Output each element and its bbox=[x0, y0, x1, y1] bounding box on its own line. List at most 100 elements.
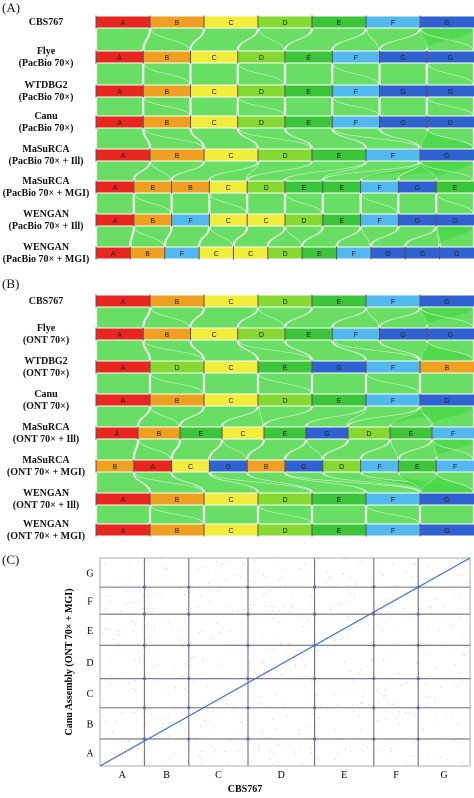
chromosome-block: C bbox=[203, 148, 258, 162]
assembly-label: CBS767 bbox=[0, 296, 92, 308]
dotplot-point bbox=[276, 706, 279, 709]
chromosome-block: B bbox=[419, 360, 474, 374]
dotplot-point bbox=[136, 739, 139, 741]
dotplot-point bbox=[285, 649, 287, 651]
dotplot-x-tick: B bbox=[163, 770, 170, 781]
chromosome-block: C bbox=[203, 492, 258, 506]
synteny-ribbon bbox=[96, 472, 150, 493]
dotplot-point bbox=[416, 612, 420, 616]
dotplot-point bbox=[398, 673, 401, 676]
dotplot-point bbox=[214, 727, 217, 729]
dotplot-point bbox=[164, 567, 166, 570]
synteny-crosslink bbox=[427, 63, 474, 85]
chromosome-block-label: G bbox=[415, 218, 420, 225]
chromosome-block: G bbox=[284, 459, 323, 473]
synteny-crosslink bbox=[143, 128, 204, 149]
dotplot-point bbox=[179, 639, 181, 641]
dotplot-point bbox=[337, 752, 339, 754]
dotplot-point bbox=[294, 753, 296, 755]
dotplot-point bbox=[372, 612, 376, 616]
dotplot-x-tick: C bbox=[215, 770, 222, 781]
dotplot-point bbox=[263, 662, 265, 664]
dotplot-point bbox=[266, 576, 268, 578]
dotplot-point bbox=[253, 670, 255, 672]
synteny-ribbon bbox=[96, 226, 134, 247]
dotplot-point bbox=[434, 698, 436, 700]
dotplot-point bbox=[325, 637, 327, 639]
dotplot-point bbox=[183, 753, 185, 756]
synteny-crosslink bbox=[420, 28, 474, 51]
dotplot-point bbox=[142, 608, 144, 610]
dotplot-point bbox=[146, 708, 148, 711]
assembly-name: MaSuRCA bbox=[22, 455, 70, 466]
dotplot-point bbox=[379, 571, 381, 573]
chromosome-block: E bbox=[284, 115, 333, 129]
dotplot-point bbox=[311, 680, 313, 682]
synteny-ribbon bbox=[172, 472, 258, 493]
chromosome-block-label: A bbox=[121, 497, 126, 504]
chromosome-block-label: B bbox=[145, 251, 150, 258]
chromosome-block: F bbox=[360, 180, 399, 194]
dotplot-point bbox=[411, 587, 413, 589]
dotplot-point bbox=[313, 628, 316, 630]
synteny-ribbon bbox=[96, 28, 150, 51]
synteny-ribbon bbox=[312, 505, 366, 524]
dotplot-point bbox=[183, 645, 185, 648]
dotplot-point bbox=[306, 726, 308, 729]
dotplot-point bbox=[99, 658, 101, 660]
chromosome-block: G bbox=[397, 180, 437, 194]
dotplot-point bbox=[358, 673, 360, 676]
chromosome-block-label: F bbox=[453, 464, 457, 471]
assembly-label: WTDBG2 (PacBio 70×) bbox=[0, 80, 92, 104]
dotplot-point bbox=[344, 661, 346, 663]
synteny-ribbon bbox=[96, 373, 150, 394]
assembly-label: Canu (ONT 70×) bbox=[0, 389, 92, 413]
dotplot-point bbox=[130, 571, 132, 573]
synteny-crosslink bbox=[134, 193, 171, 214]
assembly-name: MaSuRCA bbox=[22, 176, 70, 187]
dotplot-point bbox=[280, 642, 282, 644]
dotplot-point bbox=[388, 610, 390, 612]
synteny-crosslink bbox=[258, 307, 285, 328]
dotplot-point bbox=[385, 710, 387, 712]
dotplot-point bbox=[388, 701, 390, 703]
dotplot-x-axis-label: CBS767 bbox=[228, 784, 262, 795]
dotplot-point bbox=[307, 618, 309, 621]
dotplot-point bbox=[264, 593, 266, 595]
chromosome-block: C bbox=[208, 180, 248, 194]
dotplot-point bbox=[436, 667, 438, 670]
dotplot-point bbox=[457, 685, 459, 688]
assembly-label: MaSuRCA (ONT 70× + MGI) bbox=[0, 455, 92, 479]
dotplot-point bbox=[184, 618, 186, 621]
dotplot-point bbox=[333, 587, 335, 590]
synteny-crosslink bbox=[245, 161, 260, 181]
dotplot-point bbox=[152, 607, 154, 610]
chromosome-block: G bbox=[379, 115, 427, 129]
chromosome-block: B bbox=[133, 213, 172, 227]
synteny-ribbon bbox=[191, 307, 258, 328]
dotplot-point bbox=[416, 643, 420, 647]
dotplot-point bbox=[208, 600, 210, 602]
dotplot-point bbox=[363, 738, 365, 740]
chromosome-block-label: B bbox=[188, 185, 193, 192]
chromosome-block-label: B bbox=[165, 89, 170, 96]
chromosome-block: G bbox=[426, 115, 474, 129]
chromosome-block-label: G bbox=[444, 153, 449, 160]
chromosome-block-label: A bbox=[121, 153, 126, 160]
assembly-label: MaSuRCA (ONT 70× + Ill) bbox=[0, 422, 92, 446]
dotplot-point bbox=[162, 762, 164, 764]
dotplot-point bbox=[346, 600, 348, 602]
chromosome-block-label: A bbox=[121, 365, 126, 372]
dotplot-point bbox=[404, 645, 406, 647]
dotplot-point bbox=[133, 711, 135, 714]
dotplot-point bbox=[454, 664, 456, 666]
chromosome-block: E bbox=[284, 50, 333, 64]
dotplot-point bbox=[129, 587, 131, 589]
dotplot-point bbox=[381, 630, 384, 632]
dotplot-point bbox=[370, 590, 372, 592]
synteny-crosslink bbox=[150, 373, 204, 394]
dotplot-point bbox=[192, 680, 194, 682]
dotplot-point bbox=[273, 618, 275, 620]
chromosome-block-label: E bbox=[306, 89, 311, 96]
dotplot-point bbox=[266, 648, 268, 650]
